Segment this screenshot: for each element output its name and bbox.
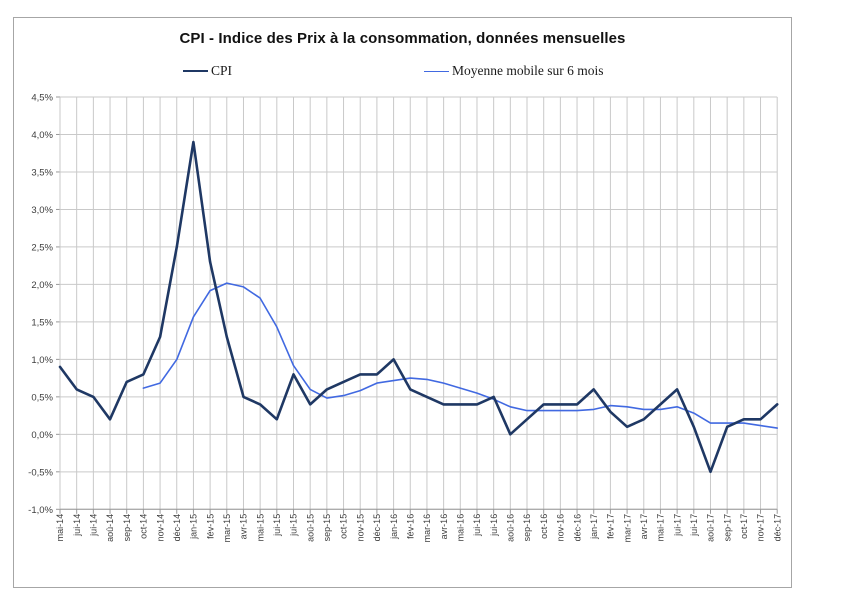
x-tick-label: sep-15 xyxy=(322,514,332,542)
y-tick-label: 2,5% xyxy=(31,242,53,253)
x-tick-label: aoû-16 xyxy=(506,514,516,542)
y-tick-label: 1,0% xyxy=(31,355,53,366)
y-tick-label: 0,0% xyxy=(31,430,53,441)
x-tick-label: fév-16 xyxy=(405,514,415,539)
y-tick-label: -1,0% xyxy=(28,505,53,516)
y-tick-label: 3,0% xyxy=(31,205,53,216)
x-tick-label: aoû-14 xyxy=(105,514,115,542)
x-tick-label: jui-14 xyxy=(72,514,82,537)
x-tick-label: mar-16 xyxy=(422,514,432,543)
x-tick-label: oct-17 xyxy=(739,514,749,539)
x-tick-label: déc-14 xyxy=(172,514,182,542)
x-tick-label: sep-16 xyxy=(522,514,532,542)
x-tick-label: aoû-17 xyxy=(706,514,716,542)
x-tick-label: sep-17 xyxy=(722,514,732,542)
legend-item-moyenne-mobile: Moyenne mobile sur 6 mois xyxy=(424,63,604,79)
x-tick-label: nov-14 xyxy=(155,514,165,542)
y-tick-label: 3,5% xyxy=(31,167,53,178)
x-tick-label: oct-14 xyxy=(139,514,149,539)
cpi-line xyxy=(58,140,779,474)
x-tick-label: jui-15 xyxy=(289,514,299,537)
x-tick-label: aoû-15 xyxy=(305,514,315,542)
x-tick-label: jui-16 xyxy=(489,514,499,537)
x-tick-label: mai-17 xyxy=(656,514,666,542)
cpi-line-swatch-icon xyxy=(183,70,208,72)
x-tick-label: fév-17 xyxy=(606,514,616,539)
x-tick-label: oct-16 xyxy=(539,514,549,539)
x-tick-label: jui-15 xyxy=(272,514,282,537)
y-tick-label: 2,0% xyxy=(31,280,53,291)
x-tick-label: nov-15 xyxy=(355,514,365,542)
y-tick-label: -0,5% xyxy=(28,467,53,478)
legend-item-cpi: CPI xyxy=(183,63,232,79)
y-tick-label: 4,5% xyxy=(31,93,53,104)
x-tick-label: avr-16 xyxy=(439,514,449,540)
x-tick-label: déc-15 xyxy=(372,514,382,542)
x-tick-label: sep-14 xyxy=(122,514,132,542)
x-tick-label: jui-16 xyxy=(472,514,482,537)
y-tick-label: 0,5% xyxy=(31,392,53,403)
x-tick-label: nov-17 xyxy=(756,514,766,542)
x-tick-label: nov-16 xyxy=(556,514,566,542)
x-tick-label: jan-15 xyxy=(189,514,199,540)
x-tick-label: déc-16 xyxy=(572,514,582,542)
x-tick-label: avr-15 xyxy=(239,514,249,540)
chart-title: CPI - Indice des Prix à la consommation,… xyxy=(179,30,626,47)
y-tick-label: 1,5% xyxy=(31,317,53,328)
x-tick-label: mar-17 xyxy=(622,514,632,543)
x-tick-label: oct-15 xyxy=(339,514,349,539)
x-tick-label: jan-17 xyxy=(589,514,599,540)
y-tick-label: 4,0% xyxy=(31,130,53,141)
legend-label-cpi: CPI xyxy=(211,63,233,78)
chart-area-border xyxy=(13,17,792,588)
x-tick-label: jui-14 xyxy=(89,514,99,537)
moyenne-mobile-line xyxy=(142,282,779,429)
legend-label-moyenne-mobile: Moyenne mobile sur 6 mois xyxy=(452,63,604,78)
x-tick-label: mai-16 xyxy=(455,514,465,542)
x-tick-label: avr-17 xyxy=(639,514,649,540)
x-tick-label: mar-15 xyxy=(222,514,232,543)
x-tick-label: jui-17 xyxy=(672,514,682,537)
x-tick-label: mai-14 xyxy=(55,514,65,542)
x-tick-label: jan-16 xyxy=(389,514,399,540)
x-tick-label: déc-17 xyxy=(772,514,782,542)
x-tick-label: fév-15 xyxy=(205,514,215,539)
x-tick-label: jui-17 xyxy=(689,514,699,537)
x-tick-label: mai-15 xyxy=(255,514,265,542)
moyenne-mobile-line-swatch-icon xyxy=(424,70,449,72)
